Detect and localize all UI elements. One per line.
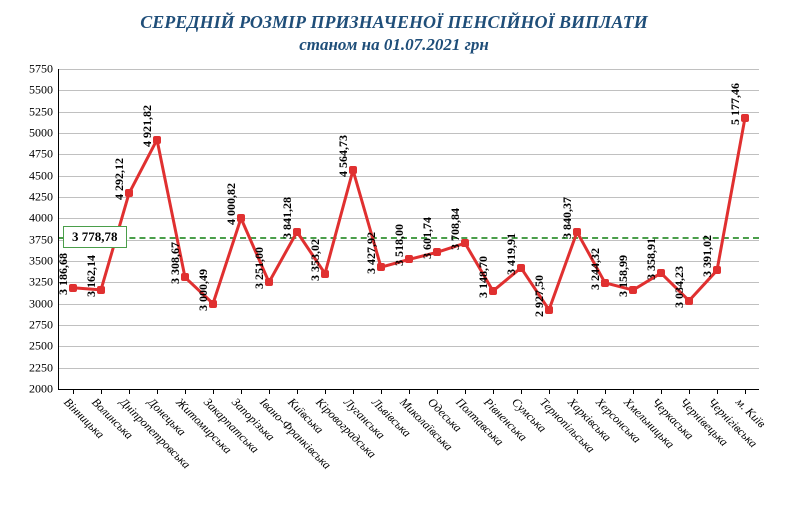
page-subtitle: станом на 01.07.2021 грн [0,35,788,55]
value-label: 4 292,12 [112,158,127,200]
grid-line [59,218,759,219]
grid-line [59,368,759,369]
value-label: 4 921,82 [140,105,155,147]
y-tick-label: 2500 [29,339,59,354]
value-label: 3 601,74 [420,217,435,259]
grid-line [59,90,759,91]
x-tick [493,389,494,394]
x-tick [689,389,690,394]
y-tick-label: 2000 [29,382,59,397]
page-title: СЕРЕДНІЙ РОЗМІР ПРИЗНАЧЕНОЇ ПЕНСІЙНОЇ ВИ… [0,12,788,33]
y-tick-label: 2250 [29,360,59,375]
grid-line [59,154,759,155]
x-tick [409,389,410,394]
x-tick [437,389,438,394]
y-tick-label: 3000 [29,296,59,311]
pension-line-chart: ВінницькаВолинськаДніпропетровськаДонець… [58,69,759,390]
value-label: 5 177,46 [728,83,743,125]
value-label: 3 308,67 [168,242,183,284]
x-tick [745,389,746,394]
chart-line-svg [59,69,759,389]
value-label: 3 841,28 [280,197,295,239]
x-tick [241,389,242,394]
grid-line [59,346,759,347]
x-tick [521,389,522,394]
x-tick [269,389,270,394]
value-label: 3 034,23 [672,266,687,308]
y-tick-label: 3250 [29,275,59,290]
grid-line [59,325,759,326]
y-tick-label: 5000 [29,126,59,141]
value-label: 3 162,14 [84,255,99,297]
value-label: 3 353,02 [308,239,323,281]
x-tick [549,389,550,394]
x-tick [465,389,466,394]
y-tick-label: 5500 [29,83,59,98]
y-tick-label: 3750 [29,232,59,247]
value-label: 3 244,32 [588,248,603,290]
value-label: 3 518,00 [392,224,407,266]
x-tick [297,389,298,394]
x-tick [185,389,186,394]
y-tick-label: 5750 [29,62,59,77]
x-tick [129,389,130,394]
value-label: 3 840,37 [560,197,575,239]
y-tick-label: 4750 [29,147,59,162]
value-label: 3 391,02 [700,235,715,277]
x-tick [717,389,718,394]
grid-line [59,176,759,177]
value-label: 3 708,84 [448,208,463,250]
x-tick [157,389,158,394]
grid-line [59,304,759,305]
value-label: 2 927,50 [532,275,547,317]
y-tick-label: 4500 [29,168,59,183]
y-tick-label: 2750 [29,318,59,333]
x-tick [605,389,606,394]
y-tick-label: 3500 [29,254,59,269]
x-tick [73,389,74,394]
grid-line [59,133,759,134]
grid-line [59,197,759,198]
x-tick [661,389,662,394]
y-tick-label: 5250 [29,104,59,119]
value-label: 3 000,49 [196,269,211,311]
grid-line [59,112,759,113]
value-label: 3 148,70 [476,256,491,298]
value-label: 3 251,00 [252,247,267,289]
y-tick-label: 4250 [29,190,59,205]
x-tick [101,389,102,394]
value-label: 3 427,92 [364,232,379,274]
average-label: 3 778,78 [63,226,127,248]
x-tick [633,389,634,394]
grid-line [59,282,759,283]
x-tick [325,389,326,394]
x-tick [577,389,578,394]
grid-line [59,69,759,70]
value-label: 3 158,99 [616,255,631,297]
y-tick-label: 4000 [29,211,59,226]
value-label: 3 358,91 [644,238,659,280]
x-tick [213,389,214,394]
x-tick [353,389,354,394]
value-label: 4 000,82 [224,183,239,225]
value-label: 4 564,73 [336,135,351,177]
value-label: 3 419,91 [504,233,519,275]
x-tick [381,389,382,394]
x-axis-labels: ВінницькаВолинськаДніпропетровськаДонець… [59,389,759,509]
value-label: 3 186,68 [56,253,71,295]
